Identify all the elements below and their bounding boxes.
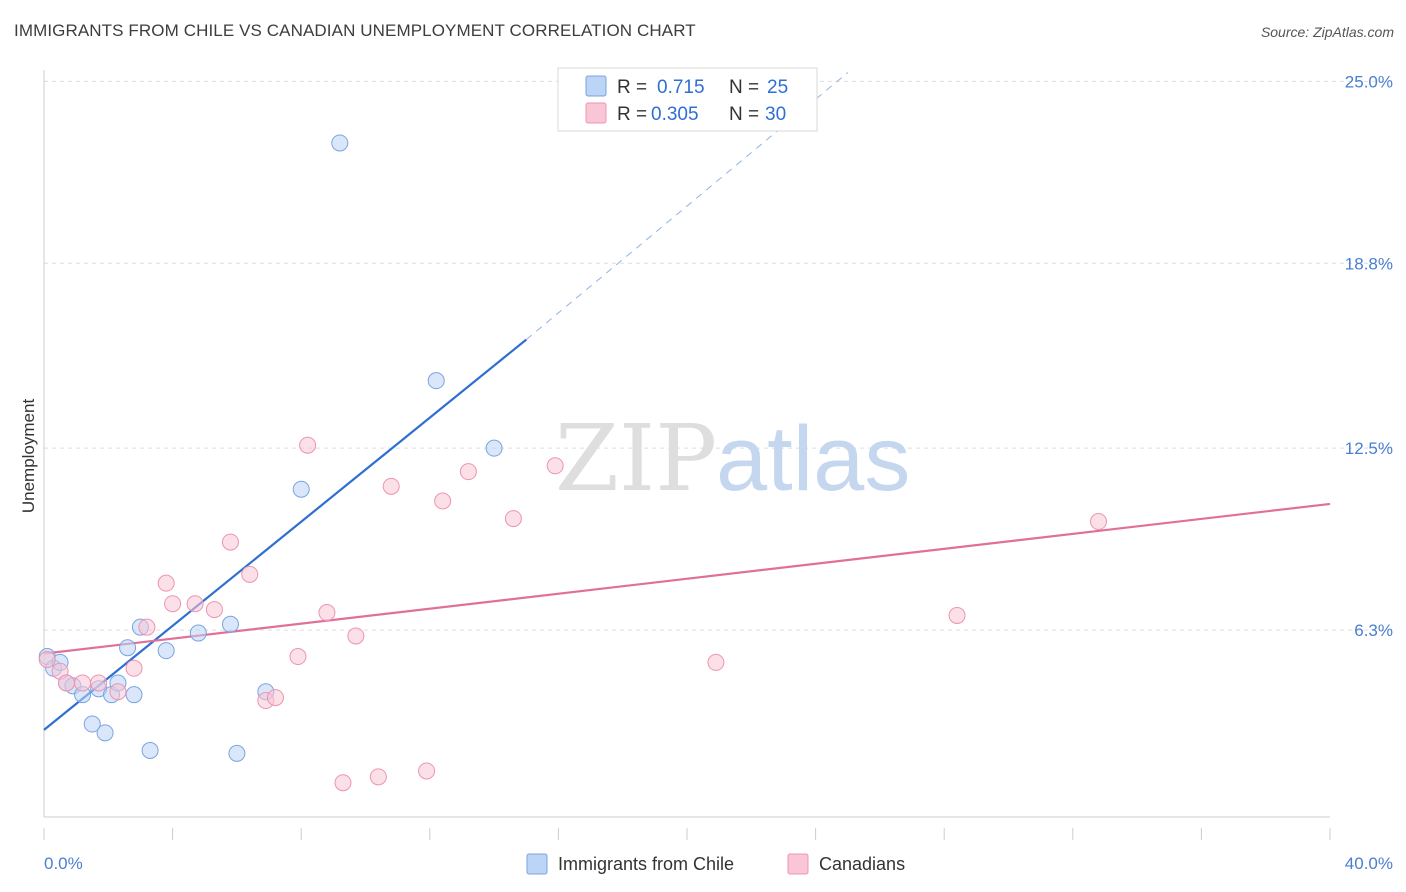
canada-data-point — [434, 492, 452, 510]
chile-data-point — [96, 724, 114, 742]
legend-canada-r-label: R = — [617, 104, 647, 125]
legend-chile-n-value: 25 — [767, 77, 788, 98]
legend-chile-r-value: 0.715 — [657, 77, 705, 98]
y-tick-label: 25.0% — [1345, 72, 1393, 91]
bottom-legend-chile-swatch — [526, 853, 548, 875]
canada-data-point — [58, 674, 76, 692]
y-tick-labels: 6.3% 12.5% 18.8% 25.0% — [1345, 72, 1393, 640]
canada-data-point — [459, 463, 477, 481]
canada-data-point — [1090, 513, 1108, 531]
legend-chile-n-label: N = — [729, 77, 759, 98]
source-credit: Source: ZipAtlas.com — [1260, 24, 1394, 40]
gridlines — [44, 80, 1394, 631]
canada-data-point — [38, 650, 56, 668]
canada-data-point — [205, 601, 223, 619]
legend-canada-swatch — [585, 102, 607, 124]
trend-lines — [43, 72, 1331, 731]
canada-data-point — [109, 683, 127, 701]
chart-title: IMMIGRANTS FROM CHILE VS CANADIAN UNEMPL… — [14, 21, 696, 40]
canada-data-point — [382, 477, 400, 495]
chile-trend-line — [43, 338, 527, 731]
canada-data-point — [289, 648, 307, 666]
canada-data-point — [241, 565, 259, 583]
canada-data-point — [125, 659, 143, 677]
legend-canada-n-label: N = — [729, 104, 759, 125]
legend-canada-r-value: 0.305 — [651, 104, 699, 125]
canada-data-point — [164, 595, 182, 613]
canada-data-point — [948, 606, 966, 624]
x-tick-label-max: 40.0% — [1345, 854, 1393, 873]
chile-data-point — [157, 642, 175, 660]
canada-data-point — [707, 653, 725, 671]
bottom-legend-canada-label: Canadians — [819, 854, 905, 874]
canada-data-point — [334, 774, 352, 792]
canada-data-point — [74, 674, 92, 692]
canada-data-point — [347, 627, 365, 645]
y-tick-label: 6.3% — [1354, 621, 1393, 640]
chile-trend-extension — [525, 72, 849, 340]
chile-data-point — [427, 372, 445, 390]
series-legend: Immigrants from Chile Canadians — [526, 853, 905, 875]
chile-data-point — [228, 744, 246, 762]
canada-data-point — [186, 595, 204, 613]
canada-data-point — [318, 604, 336, 622]
axes — [43, 70, 1331, 840]
chile-data-point — [119, 639, 137, 657]
canada-data-point — [369, 768, 387, 786]
canada-data-point — [546, 457, 564, 475]
canada-data-point — [90, 674, 108, 692]
chile-data-point — [125, 686, 143, 704]
chile-data-point — [485, 439, 503, 457]
chile-data-point — [83, 715, 101, 733]
canada-data-point — [299, 436, 317, 454]
bottom-legend-chile-label: Immigrants from Chile — [558, 854, 734, 874]
watermark-zip: ZIP — [555, 405, 717, 512]
legend-chile-r-label: R = — [617, 77, 647, 98]
chile-data-point — [221, 615, 239, 633]
y-tick-label: 18.8% — [1345, 254, 1393, 273]
watermark-atlas: atlas — [716, 408, 910, 510]
y-tick-label: 12.5% — [1345, 439, 1393, 458]
canada-data-point — [266, 689, 284, 707]
chile-data-point — [189, 624, 207, 642]
canada-data-point — [138, 618, 156, 636]
bottom-legend-canada-swatch — [787, 853, 809, 875]
chile-data-point — [292, 480, 310, 498]
chile-data-point — [141, 741, 159, 759]
chile-data-point — [331, 134, 349, 152]
canada-data-point — [504, 510, 522, 528]
legend-canada-n-value: 30 — [765, 104, 786, 125]
data-points — [38, 134, 1108, 792]
x-tick-label-min: 0.0% — [44, 854, 83, 873]
canada-data-point — [157, 574, 175, 592]
canada-data-point — [418, 762, 436, 780]
canada-trend-line — [43, 502, 1331, 655]
y-axis-title: Unemployment — [19, 399, 38, 514]
legend-chile-swatch — [585, 75, 607, 97]
canada-data-point — [221, 533, 239, 551]
correlation-legend: R = 0.715 N = 25 R = 0.305 N = 30 — [557, 67, 818, 132]
